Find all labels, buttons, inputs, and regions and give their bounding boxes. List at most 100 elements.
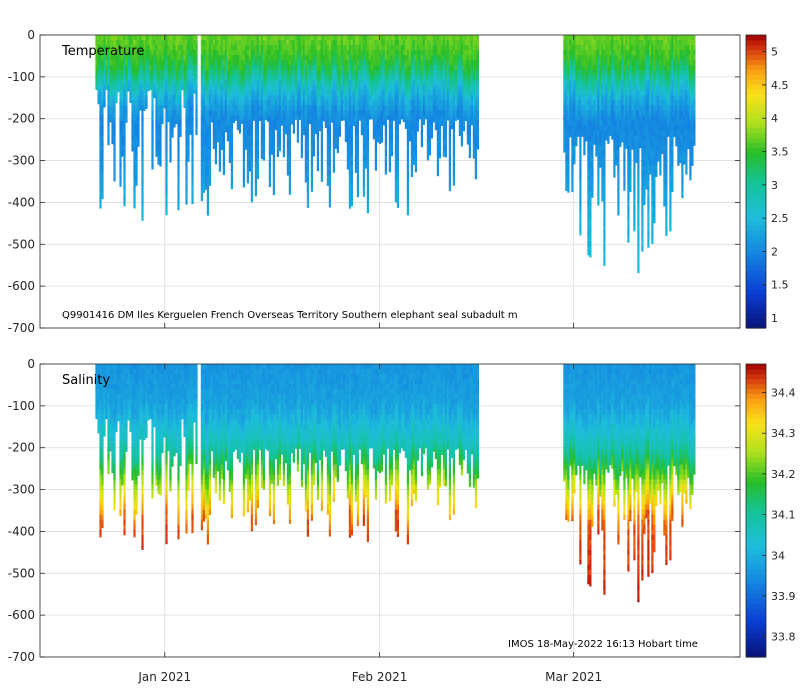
profile-column bbox=[476, 35, 479, 150]
profile-cell bbox=[438, 45, 441, 51]
profile-cell bbox=[364, 155, 367, 162]
profile-cell bbox=[141, 85, 144, 91]
profile-cell bbox=[95, 65, 98, 71]
profile-cell bbox=[392, 110, 395, 116]
profile-cell bbox=[244, 50, 247, 56]
profile-cell bbox=[187, 115, 190, 121]
profile-column bbox=[372, 35, 375, 140]
profile-cell bbox=[264, 35, 267, 41]
profile-cell bbox=[394, 195, 397, 202]
profile-cell bbox=[348, 95, 351, 101]
profile-cell bbox=[165, 60, 168, 66]
profile-cell bbox=[222, 155, 225, 162]
profile-cell bbox=[177, 180, 180, 187]
profile-cell bbox=[117, 40, 120, 46]
profile-cell bbox=[394, 75, 397, 81]
profile-cell bbox=[472, 45, 475, 51]
profile-cell bbox=[99, 105, 102, 111]
profile-cell bbox=[260, 80, 263, 86]
profile-cell bbox=[173, 105, 176, 111]
profile-cell bbox=[171, 135, 174, 138]
profile-cell bbox=[362, 80, 365, 86]
profile-cell bbox=[310, 130, 313, 136]
profile-cell bbox=[456, 100, 459, 106]
profile-cell bbox=[171, 55, 174, 61]
profile-cell bbox=[202, 125, 205, 131]
profile-cell bbox=[129, 50, 132, 56]
profile-cell bbox=[214, 125, 217, 131]
profile-cell bbox=[462, 130, 465, 132]
profile-cell bbox=[155, 75, 158, 81]
profile-cell bbox=[462, 120, 465, 126]
profile-cell bbox=[456, 115, 459, 120]
profile-cell bbox=[567, 130, 570, 136]
profile-cell bbox=[408, 95, 411, 101]
profile-cell bbox=[147, 40, 150, 46]
profile-cell bbox=[587, 80, 590, 86]
profile-cell bbox=[573, 125, 576, 131]
profile-cell bbox=[302, 100, 305, 106]
profile-cell bbox=[583, 150, 586, 156]
profile-cell bbox=[234, 65, 237, 71]
profile-cell bbox=[563, 120, 566, 126]
profile-cell bbox=[340, 90, 343, 96]
profile-cell bbox=[476, 60, 479, 66]
profile-cell bbox=[204, 35, 207, 41]
profile-cell bbox=[318, 120, 321, 126]
profile-cell bbox=[141, 165, 144, 172]
profile-cell bbox=[159, 120, 162, 126]
profile-cell bbox=[99, 195, 102, 202]
profile-cell bbox=[396, 45, 399, 51]
profile-cell bbox=[585, 115, 588, 121]
profile-cell bbox=[244, 100, 247, 106]
profile-cell bbox=[193, 75, 196, 81]
profile-cell bbox=[101, 115, 104, 121]
profile-cell bbox=[338, 60, 341, 66]
profile-cell bbox=[159, 100, 162, 106]
profile-cell bbox=[342, 85, 345, 91]
profile-cell bbox=[374, 95, 377, 101]
profile-cell bbox=[218, 135, 221, 142]
profile-cell bbox=[350, 110, 353, 116]
profile-cell bbox=[206, 195, 209, 202]
profile-cell bbox=[300, 110, 303, 116]
profile-cell bbox=[318, 75, 321, 81]
profile-cell bbox=[579, 175, 582, 182]
profile-column bbox=[440, 35, 443, 126]
profile-cell bbox=[308, 70, 311, 76]
profile-cell bbox=[436, 80, 439, 86]
profile-cell bbox=[288, 105, 291, 111]
profile-cell bbox=[177, 140, 180, 147]
profile-cell bbox=[236, 120, 239, 126]
profile-cell bbox=[191, 180, 194, 187]
profile-cell bbox=[474, 140, 477, 147]
profile-cell bbox=[169, 90, 172, 96]
profile-cell bbox=[137, 115, 140, 121]
profile-cell bbox=[175, 120, 178, 125]
profile-cell bbox=[254, 135, 257, 142]
profile-cell bbox=[151, 75, 154, 81]
profile-cell bbox=[200, 155, 203, 162]
profile-cell bbox=[270, 50, 273, 56]
profile-cell bbox=[161, 50, 164, 56]
profile-cell bbox=[131, 55, 134, 61]
profile-cell bbox=[119, 135, 122, 142]
profile-cell bbox=[312, 70, 315, 76]
profile-cell bbox=[587, 105, 590, 111]
profile-cell bbox=[177, 110, 180, 116]
profile-cell bbox=[398, 40, 401, 46]
profile-cell bbox=[155, 100, 158, 106]
profile-cell bbox=[153, 90, 156, 96]
profile-cell bbox=[326, 130, 329, 136]
profile-cell bbox=[109, 110, 112, 116]
profile-cell bbox=[322, 65, 325, 71]
profile-column bbox=[432, 35, 435, 123]
profile-cell bbox=[105, 80, 108, 86]
profile-cell bbox=[125, 95, 128, 101]
profile-column bbox=[366, 35, 369, 214]
profile-cell bbox=[438, 50, 441, 56]
profile-cell bbox=[448, 60, 451, 66]
profile-cell bbox=[402, 80, 405, 86]
profile-cell bbox=[240, 45, 243, 51]
profile-cell bbox=[151, 50, 154, 56]
